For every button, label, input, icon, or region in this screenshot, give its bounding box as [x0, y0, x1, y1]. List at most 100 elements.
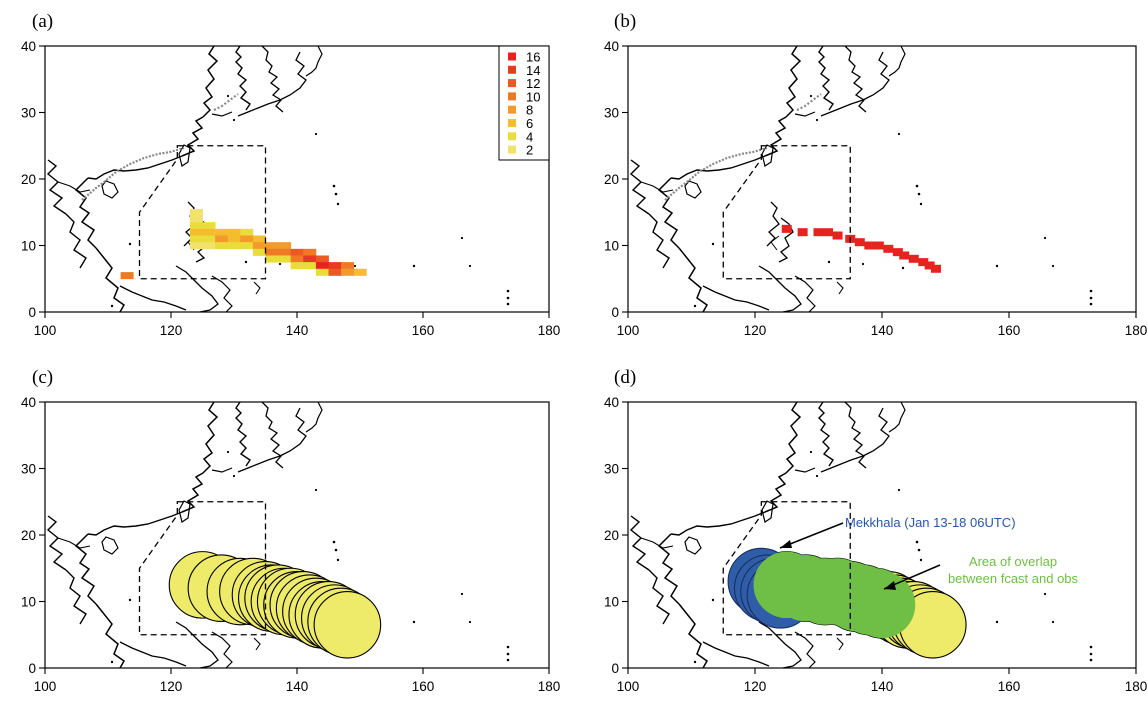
- track-gray: [81, 146, 185, 201]
- x-tick-label: 160: [998, 679, 1021, 694]
- forecast-cell: [202, 235, 216, 243]
- forecast-cell: [252, 242, 266, 250]
- forecast-cell: [227, 242, 241, 250]
- arrowhead-icon: [780, 540, 792, 548]
- forecast-cell: [189, 215, 203, 223]
- track-gray: [213, 93, 239, 111]
- panel-d: (d) 0 10 20 30 40 100 120 140 160 180 Mekkhala (…: [604, 367, 1147, 694]
- observed-cell: [930, 264, 941, 273]
- observed-cells: [781, 224, 941, 273]
- forecast-cell: [265, 255, 279, 263]
- arrowhead-icon: [884, 581, 896, 590]
- observed-cell: [924, 261, 935, 270]
- y-tick-label: 40: [604, 39, 619, 54]
- forecast-cell: [290, 248, 304, 256]
- y-tick-label: 10: [21, 239, 36, 254]
- observed-cell: [883, 244, 894, 253]
- domain-box: [722, 501, 851, 636]
- forecast-cell: [215, 228, 229, 236]
- forecast-cell: [202, 228, 216, 236]
- x-tick-label: 100: [34, 323, 57, 338]
- x-axis: 100 120 140 160 180: [617, 312, 1147, 338]
- forecast-cell: [315, 268, 329, 276]
- y-tick-label: 40: [604, 395, 619, 410]
- forecast-cell: [120, 272, 134, 280]
- forecast-cell: [240, 242, 254, 250]
- forecast-cell: [189, 222, 203, 230]
- legend-swatch: [508, 65, 516, 74]
- legend-label: 16: [526, 50, 540, 65]
- forecast-cell: [278, 248, 292, 256]
- observed-cell: [813, 228, 824, 237]
- x-tick-label: 100: [34, 679, 57, 694]
- y-tick-label: 40: [21, 39, 36, 54]
- x-tick-label: 140: [871, 679, 894, 694]
- observed-cell: [823, 228, 834, 237]
- panel-b: (b) 0 10 20 30 40 100 120 140 160 180: [604, 11, 1147, 338]
- legend-swatch: [508, 52, 516, 61]
- y-tick-label: 30: [21, 106, 36, 121]
- domain-box: [722, 145, 851, 280]
- forecast-cell: [189, 235, 203, 243]
- legend-label: 4: [526, 129, 533, 144]
- forecast-circle: [313, 590, 382, 659]
- track-gray: [664, 146, 768, 201]
- forecast-cell: [290, 255, 304, 263]
- forecast-cell: [341, 268, 355, 276]
- legend-swatch: [508, 79, 516, 88]
- legend-swatch: [508, 145, 516, 154]
- forecast-cell: [227, 235, 241, 243]
- panel-label: (a): [32, 11, 53, 32]
- x-tick-label: 120: [160, 323, 183, 338]
- forecast-cell: [202, 222, 216, 230]
- legend-label: 6: [526, 116, 533, 131]
- x-tick-label: 120: [160, 679, 183, 694]
- observed-cell: [832, 231, 843, 240]
- observed-cell: [908, 254, 919, 263]
- legend-label: 10: [526, 89, 540, 104]
- forecast-cell: [189, 242, 203, 250]
- forecast-cell: [290, 262, 304, 270]
- overlap-label-line2: between fcast and obs: [948, 571, 1079, 586]
- y-tick-label: 30: [604, 462, 619, 477]
- y-tick-label: 20: [604, 528, 619, 543]
- y-axis: 0 10 20 30 40: [21, 39, 45, 320]
- forecast-cells: [120, 208, 367, 280]
- forecast-cell: [303, 262, 317, 270]
- forecast-cell: [265, 242, 279, 250]
- overlap-circle: [848, 571, 916, 639]
- x-tick-label: 120: [744, 679, 767, 694]
- forecast-cell: [278, 255, 292, 263]
- legend-label: 2: [526, 143, 533, 158]
- observed-cell: [899, 251, 910, 260]
- panel-label: (c): [32, 367, 53, 388]
- x-tick-label: 180: [538, 679, 561, 694]
- forecast-cell: [240, 235, 254, 243]
- forecast-cell: [328, 268, 342, 276]
- forecast-cell: [341, 262, 355, 270]
- y-tick-label: 20: [21, 528, 36, 543]
- y-tick-label: 10: [21, 595, 36, 610]
- y-tick-label: 10: [604, 239, 619, 254]
- x-tick-label: 120: [744, 323, 767, 338]
- x-tick-label: 180: [1125, 679, 1147, 694]
- forecast-cell: [189, 208, 203, 216]
- forecast-cell: [353, 268, 367, 276]
- x-tick-label: 180: [1125, 323, 1147, 338]
- overlap-area: [753, 551, 916, 639]
- x-axis: 100 120 140 160 180: [34, 668, 561, 694]
- y-tick-label: 30: [21, 462, 36, 477]
- track-gray: [796, 93, 822, 111]
- x-axis: 100 120 140 160 180: [617, 668, 1147, 694]
- observed-cell: [864, 241, 875, 250]
- forecast-cell: [315, 255, 329, 263]
- y-tick-label: 30: [604, 106, 619, 121]
- forecast-cell: [240, 228, 254, 236]
- y-tick-label: 0: [611, 661, 619, 676]
- panel-label: (d): [614, 367, 636, 388]
- y-axis: 0 10 20 30 40: [604, 39, 628, 320]
- x-tick-label: 100: [617, 323, 640, 338]
- storm-label: Mekkhala (Jan 13-18 06UTC): [845, 515, 1016, 530]
